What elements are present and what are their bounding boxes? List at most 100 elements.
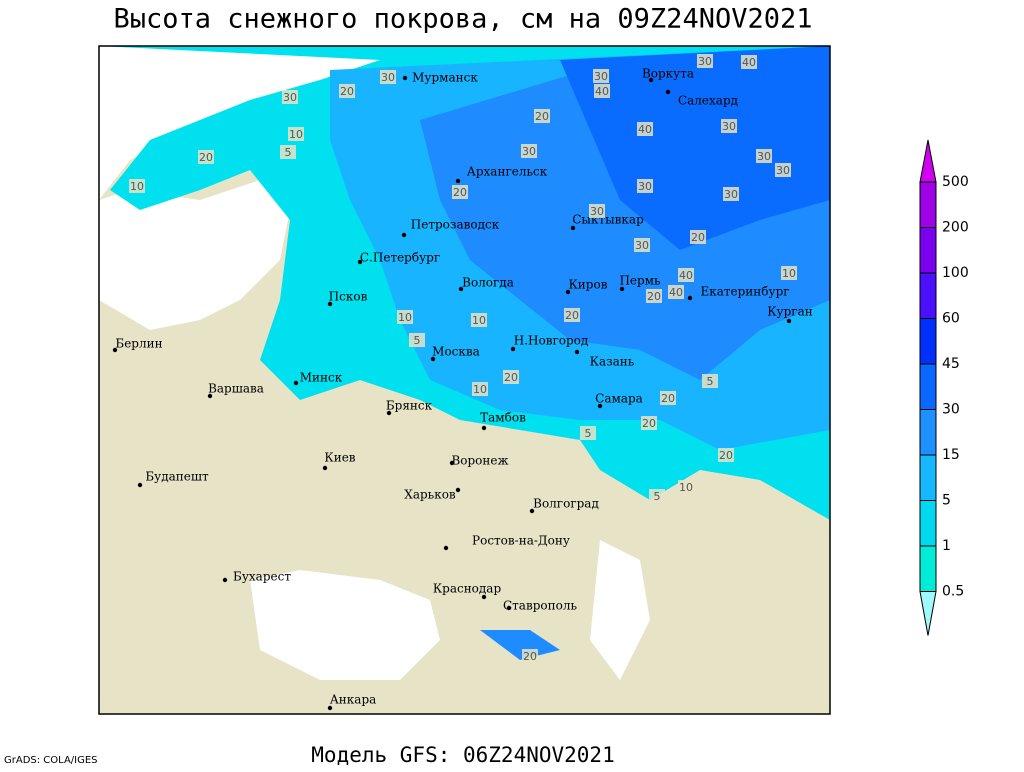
city-dot bbox=[327, 705, 333, 711]
caucasus-snow bbox=[480, 630, 560, 660]
contour-label-box bbox=[741, 55, 757, 69]
city-label: Киев bbox=[324, 451, 355, 465]
contour-label-box bbox=[660, 391, 676, 405]
colorbar-label: 15 bbox=[942, 447, 960, 463]
contour-label-box bbox=[637, 122, 653, 136]
colorbar-box bbox=[919, 545, 937, 592]
contour-label-box bbox=[397, 310, 413, 324]
city-dot bbox=[455, 178, 461, 184]
contour-label-box bbox=[594, 84, 610, 98]
contour-label: 10 bbox=[398, 311, 412, 324]
credit: GrADS: COLA/IGES bbox=[4, 755, 98, 766]
contour-label: 30 bbox=[776, 164, 790, 177]
contour-label: 30 bbox=[724, 188, 738, 201]
colorbar-triangle bbox=[919, 591, 937, 636]
city-dot bbox=[322, 465, 328, 471]
contour-label: 30 bbox=[590, 205, 604, 218]
contour-label-box bbox=[589, 204, 605, 218]
city-label: Самара bbox=[595, 392, 643, 406]
city-label: Брянск bbox=[386, 399, 433, 413]
contour-label: 20 bbox=[661, 392, 675, 405]
city-label: Казань bbox=[590, 355, 635, 369]
contour-label: 30 bbox=[757, 150, 771, 163]
contour-label: 20 bbox=[523, 650, 537, 663]
contour-label-box bbox=[471, 313, 487, 327]
contour-label: 40 bbox=[669, 286, 683, 299]
city-dot bbox=[597, 403, 603, 409]
contour-label: 30 bbox=[698, 55, 712, 68]
city-label: Берлин bbox=[115, 337, 162, 351]
contour-label-box bbox=[409, 333, 425, 347]
contour-label-box bbox=[723, 187, 739, 201]
contour-label-box bbox=[452, 185, 468, 199]
contour-label: 30 bbox=[283, 91, 297, 104]
contour-label: 40 bbox=[679, 269, 693, 282]
city-dot bbox=[506, 605, 512, 611]
city-label: Ставрополь bbox=[503, 599, 577, 613]
contour-label-box bbox=[697, 54, 713, 68]
city-label: Тамбов bbox=[480, 411, 526, 425]
contour-label: 30 bbox=[638, 180, 652, 193]
colorbar-label: 45 bbox=[942, 356, 960, 372]
colorbar-box bbox=[919, 181, 937, 228]
city-dot bbox=[327, 301, 333, 307]
sea bbox=[99, 46, 400, 200]
colorbar-box bbox=[919, 409, 937, 456]
contour-label-box bbox=[339, 84, 355, 98]
contour-label: 10 bbox=[289, 128, 303, 141]
caspian-sea bbox=[590, 540, 650, 680]
city-label: Петрозаводск bbox=[411, 218, 500, 232]
city-dot bbox=[455, 487, 461, 493]
colorbar-label: 100 bbox=[942, 265, 969, 281]
city-label: Курган bbox=[767, 305, 812, 319]
contour-label-box bbox=[521, 144, 537, 158]
city-label: Анкара bbox=[330, 693, 377, 707]
contour-label-box bbox=[380, 70, 396, 84]
city-dot bbox=[648, 77, 654, 83]
city-dot bbox=[386, 410, 392, 416]
city-label: Харьков bbox=[404, 488, 456, 502]
contour-label: 5 bbox=[654, 490, 661, 503]
contour-label: 30 bbox=[722, 120, 736, 133]
contour-label-box bbox=[637, 179, 653, 193]
contour-label-box bbox=[198, 150, 214, 164]
contour-label: 20 bbox=[719, 449, 733, 462]
contour-label-box bbox=[718, 448, 734, 462]
contour-label-box bbox=[678, 480, 694, 494]
colorbar-box bbox=[919, 272, 937, 319]
contour-label-box bbox=[775, 163, 791, 177]
contour-label: 5 bbox=[707, 375, 714, 388]
city-dot bbox=[402, 75, 408, 81]
contour-label-box bbox=[503, 370, 519, 384]
city-label: Екатеринбург bbox=[700, 285, 789, 299]
contour-label: 20 bbox=[340, 85, 354, 98]
contour-label-box bbox=[282, 90, 298, 104]
city-label: Воркута bbox=[642, 67, 694, 81]
contour-label: 20 bbox=[453, 186, 467, 199]
city-dot bbox=[786, 318, 792, 324]
colorbar-triangle bbox=[919, 139, 937, 183]
city-dot bbox=[443, 545, 449, 551]
snow-deepest bbox=[560, 46, 830, 250]
contour-label: 30 bbox=[522, 145, 536, 158]
contour-label-box bbox=[702, 374, 718, 388]
colorbar-label: 200 bbox=[942, 220, 969, 236]
contour-label: 10 bbox=[473, 383, 487, 396]
contour-label: 30 bbox=[635, 239, 649, 252]
contour-label: 10 bbox=[472, 314, 486, 327]
contour-label: 10 bbox=[130, 180, 144, 193]
footer: Модель GFS: 06Z24NOV2021 bbox=[311, 743, 614, 767]
city-label: Н.Новгород bbox=[514, 334, 589, 348]
contour-label-box bbox=[721, 119, 737, 133]
contour-label-box bbox=[668, 285, 684, 299]
city-label: Псков bbox=[329, 290, 368, 304]
city-label: Минск bbox=[300, 371, 343, 385]
contour-label: 5 bbox=[414, 334, 421, 347]
city-dot bbox=[449, 460, 455, 466]
contour-label: 5 bbox=[585, 427, 592, 440]
contour-label-box bbox=[781, 266, 797, 280]
city-label: Вологда bbox=[462, 276, 514, 290]
contour-label-box bbox=[129, 179, 145, 193]
baltic bbox=[99, 180, 290, 330]
colorbar-label: 500 bbox=[942, 174, 969, 190]
